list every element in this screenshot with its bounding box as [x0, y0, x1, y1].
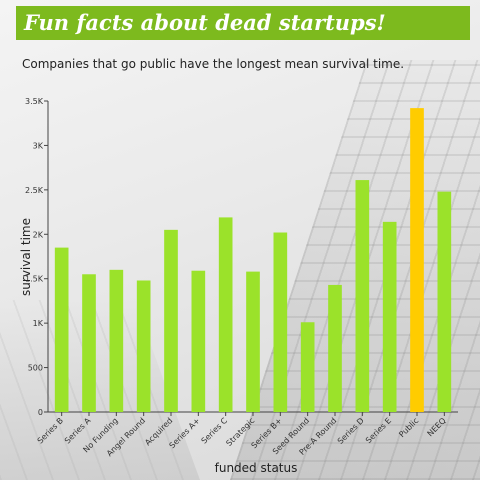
x-axis-title: funded status — [215, 461, 298, 475]
y-tick-label: 1K — [33, 319, 44, 328]
y-tick-label: 3K — [33, 141, 44, 150]
x-tick-label: Series B — [36, 416, 65, 445]
y-tick-label: 500 — [28, 364, 43, 373]
y-tick-label: 3.5K — [25, 97, 44, 106]
y-tick-label: 1.5K — [25, 275, 44, 284]
x-tick-label: Series E — [364, 416, 393, 445]
x-tick-label: Public — [397, 416, 420, 439]
y-tick-label: 2.5K — [25, 186, 44, 195]
bar-series-a- — [191, 270, 206, 412]
bar-angel-round — [136, 280, 151, 412]
y-axis: 0 500 1K 1.5K 2K 2.5K 3K 3.5K — [25, 97, 49, 417]
title-banner: Fun facts about dead startups! — [16, 6, 470, 40]
x-tick-label: Series D — [336, 416, 366, 446]
bar-public — [410, 108, 424, 412]
bar-seed-round — [300, 322, 315, 412]
y-axis-title: survival time — [19, 218, 33, 296]
page-title: Fun facts about dead startups! — [24, 10, 386, 35]
bar-series-b — [54, 247, 69, 412]
y-tick-label: 2K — [33, 230, 44, 239]
bar-strategic — [246, 271, 260, 412]
bar-pre-a-round — [328, 284, 342, 412]
bar-acquired — [164, 229, 178, 412]
bar-series-e — [382, 221, 397, 412]
bar-series-c — [218, 217, 233, 412]
x-tick-label: NEEQ — [426, 416, 448, 438]
bar-series-b- — [273, 232, 288, 412]
bar-no-funding — [109, 269, 124, 412]
bar-neeq — [437, 191, 452, 412]
chart-subtitle: Companies that go public have the longes… — [22, 57, 405, 71]
bar-series-a — [82, 274, 96, 412]
bar-series-d — [355, 180, 370, 412]
y-tick-label: 0 — [38, 408, 43, 417]
bars — [54, 108, 452, 412]
